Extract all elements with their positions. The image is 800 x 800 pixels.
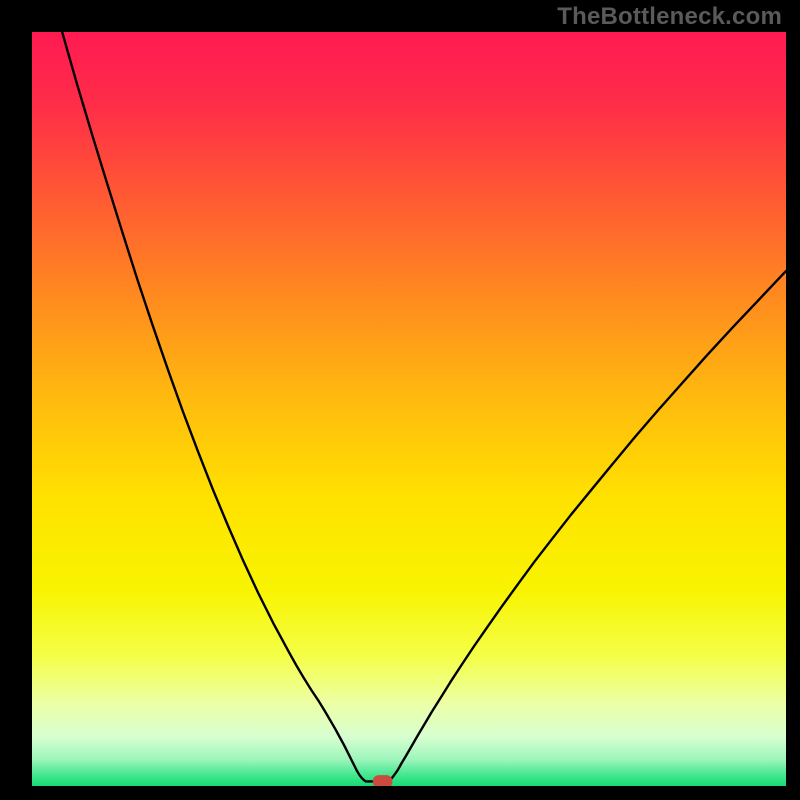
chart-svg — [32, 32, 786, 786]
optimal-point-marker — [373, 775, 393, 786]
plot-area — [32, 32, 786, 786]
watermark-text: TheBottleneck.com — [557, 3, 782, 31]
chart-frame: TheBottleneck.com — [0, 0, 800, 800]
gradient-background — [32, 32, 786, 786]
